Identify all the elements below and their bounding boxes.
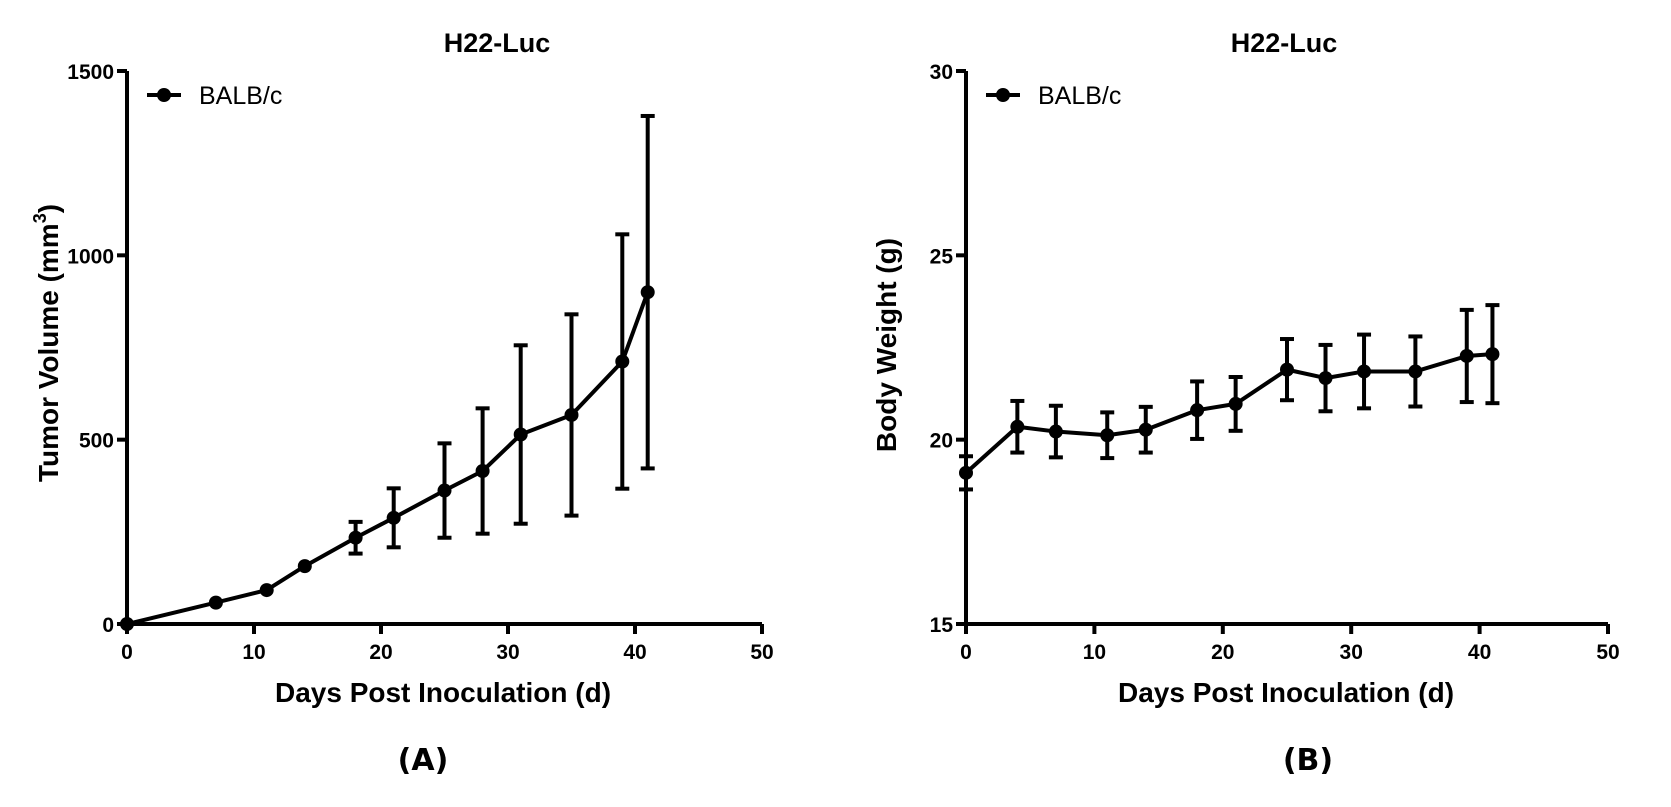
data-point: [1459, 348, 1474, 363]
y-axis-label-text: Tumor Volume (mm: [33, 223, 64, 482]
chart-title: H22-Luc: [444, 28, 551, 58]
legend-marker: [996, 88, 1010, 102]
panel-label: (B): [1283, 743, 1333, 778]
x-tick-label: 40: [623, 641, 646, 664]
y-axis-label: Body Weight (g): [871, 238, 902, 452]
x-axis-label: Days Post Inoculation (d): [275, 677, 611, 708]
y-tick-label: 25: [930, 245, 954, 268]
panel-label: (A): [398, 743, 449, 778]
legend-label: BALB/c: [1038, 82, 1121, 110]
chart-panel-b: H22-Luc Body Weight (g) Days Post Inocul…: [871, 28, 1620, 778]
x-tick-label: 10: [242, 641, 265, 664]
data-point: [120, 617, 134, 631]
data-point: [1485, 347, 1500, 362]
chart-panel-a: H22-Luc Tumor Volume (mm3) Days Post Ino…: [30, 28, 774, 778]
y-axis-label: Tumor Volume (mm3): [30, 204, 64, 482]
x-tick-label: 20: [1211, 641, 1234, 664]
data-point: [259, 583, 274, 598]
y-axis-label-superscript: 3: [30, 213, 50, 223]
data-point: [959, 465, 973, 480]
y-tick-label: 30: [930, 61, 953, 84]
plot-area: 0 500 1000 1500 0 10 20 30 40 50 BALB/c: [67, 61, 773, 664]
data-point: [1048, 424, 1063, 439]
y-axis-label-suffix: ): [33, 204, 64, 213]
legend-marker: [157, 88, 171, 102]
legend-label: BALB/c: [199, 82, 282, 110]
data-point: [1100, 428, 1115, 443]
x-tick-label: 0: [121, 641, 133, 664]
data-point: [1280, 362, 1294, 377]
x-tick-label: 20: [369, 641, 392, 664]
data-point: [615, 354, 630, 369]
y-tick-label: 1500: [67, 61, 114, 84]
x-tick-label: 50: [1596, 641, 1619, 664]
data-point: [1408, 364, 1423, 379]
x-tick-label: 50: [750, 641, 773, 664]
plot-area: 15 20 25 30 0 10 20 30 40 50 BALB/c: [930, 61, 1620, 664]
data-point: [1228, 396, 1243, 411]
data-point: [1357, 364, 1372, 379]
data-point: [208, 595, 223, 610]
y-tick-label: 15: [930, 614, 954, 637]
data-point: [437, 483, 452, 498]
data-point: [1138, 422, 1153, 437]
x-tick-label: 40: [1468, 641, 1491, 664]
data-point: [1190, 403, 1205, 418]
data-point: [1318, 371, 1333, 386]
chart-title: H22-Luc: [1231, 28, 1338, 58]
data-point: [297, 559, 312, 574]
x-axis-label: Days Post Inoculation (d): [1118, 677, 1454, 708]
series-line: [126, 291, 650, 626]
data-point: [386, 510, 401, 525]
data-point: [1010, 419, 1025, 434]
x-tick-label: 30: [496, 641, 519, 664]
y-tick-label: 0: [102, 614, 114, 637]
x-tick-label: 10: [1083, 641, 1106, 664]
y-tick-label: 500: [79, 430, 114, 453]
data-point: [564, 407, 579, 422]
y-tick-label: 1000: [67, 245, 114, 268]
data-point: [348, 530, 363, 545]
data-point: [640, 285, 655, 300]
x-tick-label: 30: [1340, 641, 1363, 664]
data-point: [513, 427, 528, 442]
data-point: [475, 464, 490, 479]
x-tick-label: 0: [960, 641, 972, 664]
y-tick-label: 20: [930, 430, 953, 453]
